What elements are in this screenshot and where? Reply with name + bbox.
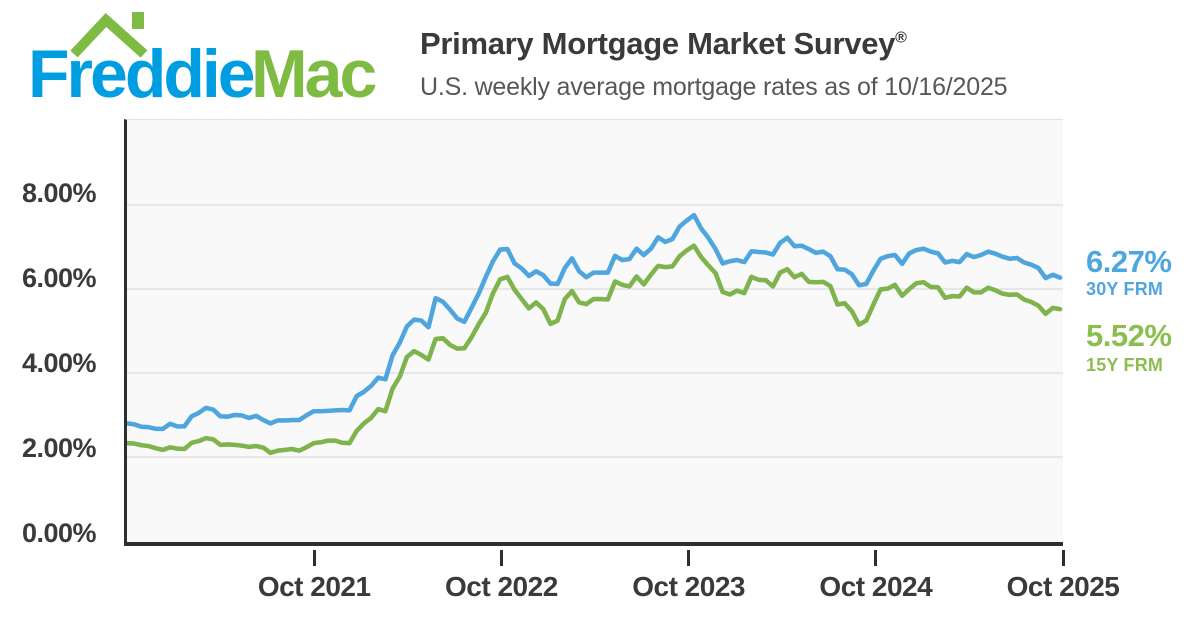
plot-area (124, 119, 1063, 546)
series-label-15y-frm: 15Y FRM (1086, 355, 1164, 375)
registered-mark: ® (895, 29, 907, 47)
x-tick-label-Oct-2023: Oct 2023 (632, 571, 745, 602)
freddie-mac-logo: Freddie Mac (0, 0, 400, 115)
y-tick-label-8.00%: 8.00% (21, 178, 97, 208)
logo-word-mac: Mac (251, 36, 377, 112)
line-15y-frm (127, 243, 1063, 456)
latest-rate-30y: 6.27% (1086, 244, 1172, 279)
y-tick-label-6.00%: 6.00% (21, 263, 97, 293)
x-tick-label-Oct-2024: Oct 2024 (819, 571, 933, 602)
x-tick-Oct-2021 (312, 550, 316, 566)
series-label-30y-frm: 30Y FRM (1086, 279, 1164, 299)
x-tick-label-Oct-2025: Oct 2025 (1006, 571, 1120, 602)
latest-rate-15y: 5.52% (1086, 318, 1172, 353)
logo-word-freddie: Freddie (28, 36, 256, 112)
y-tick-label-0.00%: 0.00% (21, 518, 97, 548)
y-tick-label-2.00%: 2.00% (21, 433, 97, 463)
x-tick-label-Oct-2022: Oct 2022 (445, 571, 558, 602)
rates-line-chart (127, 204, 1063, 458)
x-tick-Oct-2024 (874, 550, 878, 566)
x-tick-Oct-2025 (1061, 550, 1065, 566)
x-tick-Oct-2023 (687, 550, 691, 566)
x-tick-label-Oct-2021: Oct 2021 (257, 571, 371, 602)
page-title: Primary Mortgage Market Survey® (420, 26, 907, 62)
page-title-text: Primary Mortgage Market Survey (420, 26, 896, 61)
line-30y-frm (127, 212, 1063, 432)
y-tick-label-4.00%: 4.00% (21, 348, 97, 378)
house-roof-icon (70, 12, 148, 57)
x-tick-Oct-2022 (499, 550, 503, 566)
page-subtitle: U.S. weekly average mortgage rates as of… (420, 73, 1008, 101)
